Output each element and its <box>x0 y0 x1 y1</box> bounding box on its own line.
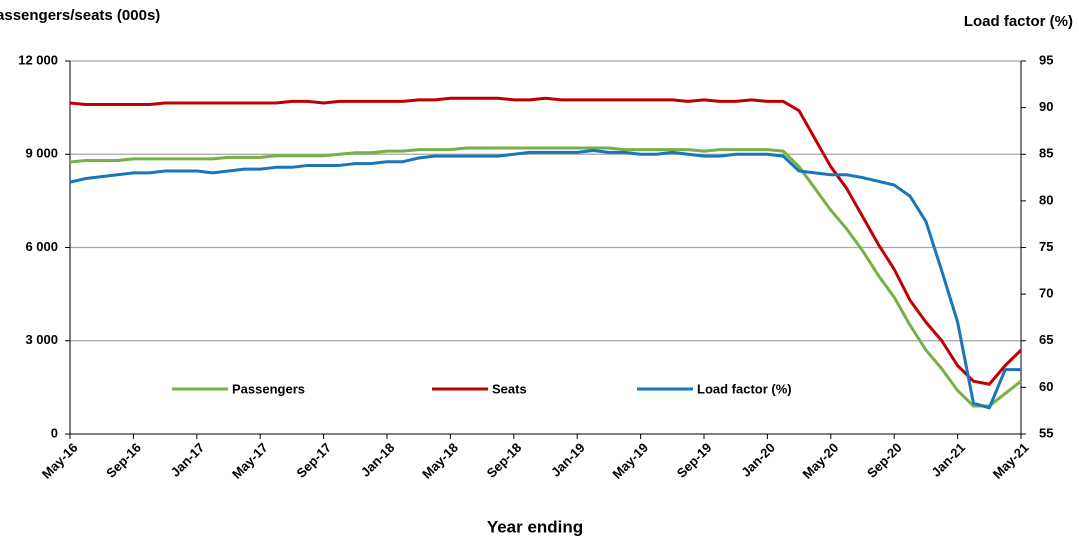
x-tick-label: May-16 <box>39 440 81 482</box>
y-tick-label: 6 000 <box>25 239 58 254</box>
x-tick-label: Jan-21 <box>928 440 968 480</box>
y2-tick-label: 65 <box>1039 332 1053 347</box>
x-tick-label: May-19 <box>609 440 651 482</box>
x-tick-label: May-20 <box>800 440 842 482</box>
x-tick-label: Jan-20 <box>738 440 778 480</box>
legend-label: Passengers <box>232 381 305 396</box>
x-tick-label: Sep-17 <box>293 440 334 481</box>
x-tick-label: Sep-20 <box>864 440 905 481</box>
x-tick-label: Sep-16 <box>103 440 144 481</box>
y-tick-label: 12 000 <box>18 52 58 67</box>
y2-tick-label: 80 <box>1039 192 1053 207</box>
x-tick-label: May-17 <box>229 440 271 482</box>
x-tick-label: Jan-19 <box>548 440 588 480</box>
x-axis-title: Year ending <box>487 517 583 536</box>
series-line <box>69 149 1021 410</box>
y-axis-title: Passengers/seats (000s) <box>0 7 160 24</box>
y2-tick-label: 85 <box>1039 146 1053 161</box>
y2-tick-label: 55 <box>1039 425 1053 440</box>
x-tick-label: Sep-19 <box>674 440 715 481</box>
x-tick-label: Jan-18 <box>358 440 398 480</box>
y2-tick-label: 75 <box>1039 239 1053 254</box>
series-line <box>69 146 1022 408</box>
legend-label: Seats <box>492 381 527 396</box>
y-tick-label: 3 000 <box>25 332 58 347</box>
y-tick-label: 0 <box>51 425 58 440</box>
series-line <box>69 96 1023 386</box>
x-tick-label: Sep-18 <box>484 440 525 481</box>
y2-tick-label: 90 <box>1039 99 1053 114</box>
legend-label: Load factor (%) <box>697 381 792 396</box>
x-tick-label: May-21 <box>990 440 1032 482</box>
x-tick-label: May-18 <box>419 440 461 482</box>
x-tick-label: Jan-17 <box>168 440 208 480</box>
y2-tick-label: 95 <box>1039 52 1053 67</box>
y2-tick-label: 60 <box>1039 379 1053 394</box>
y2-tick-label: 70 <box>1039 286 1053 301</box>
y2-axis-title: Load factor (%) <box>964 13 1073 30</box>
y-tick-label: 9 000 <box>25 146 58 161</box>
